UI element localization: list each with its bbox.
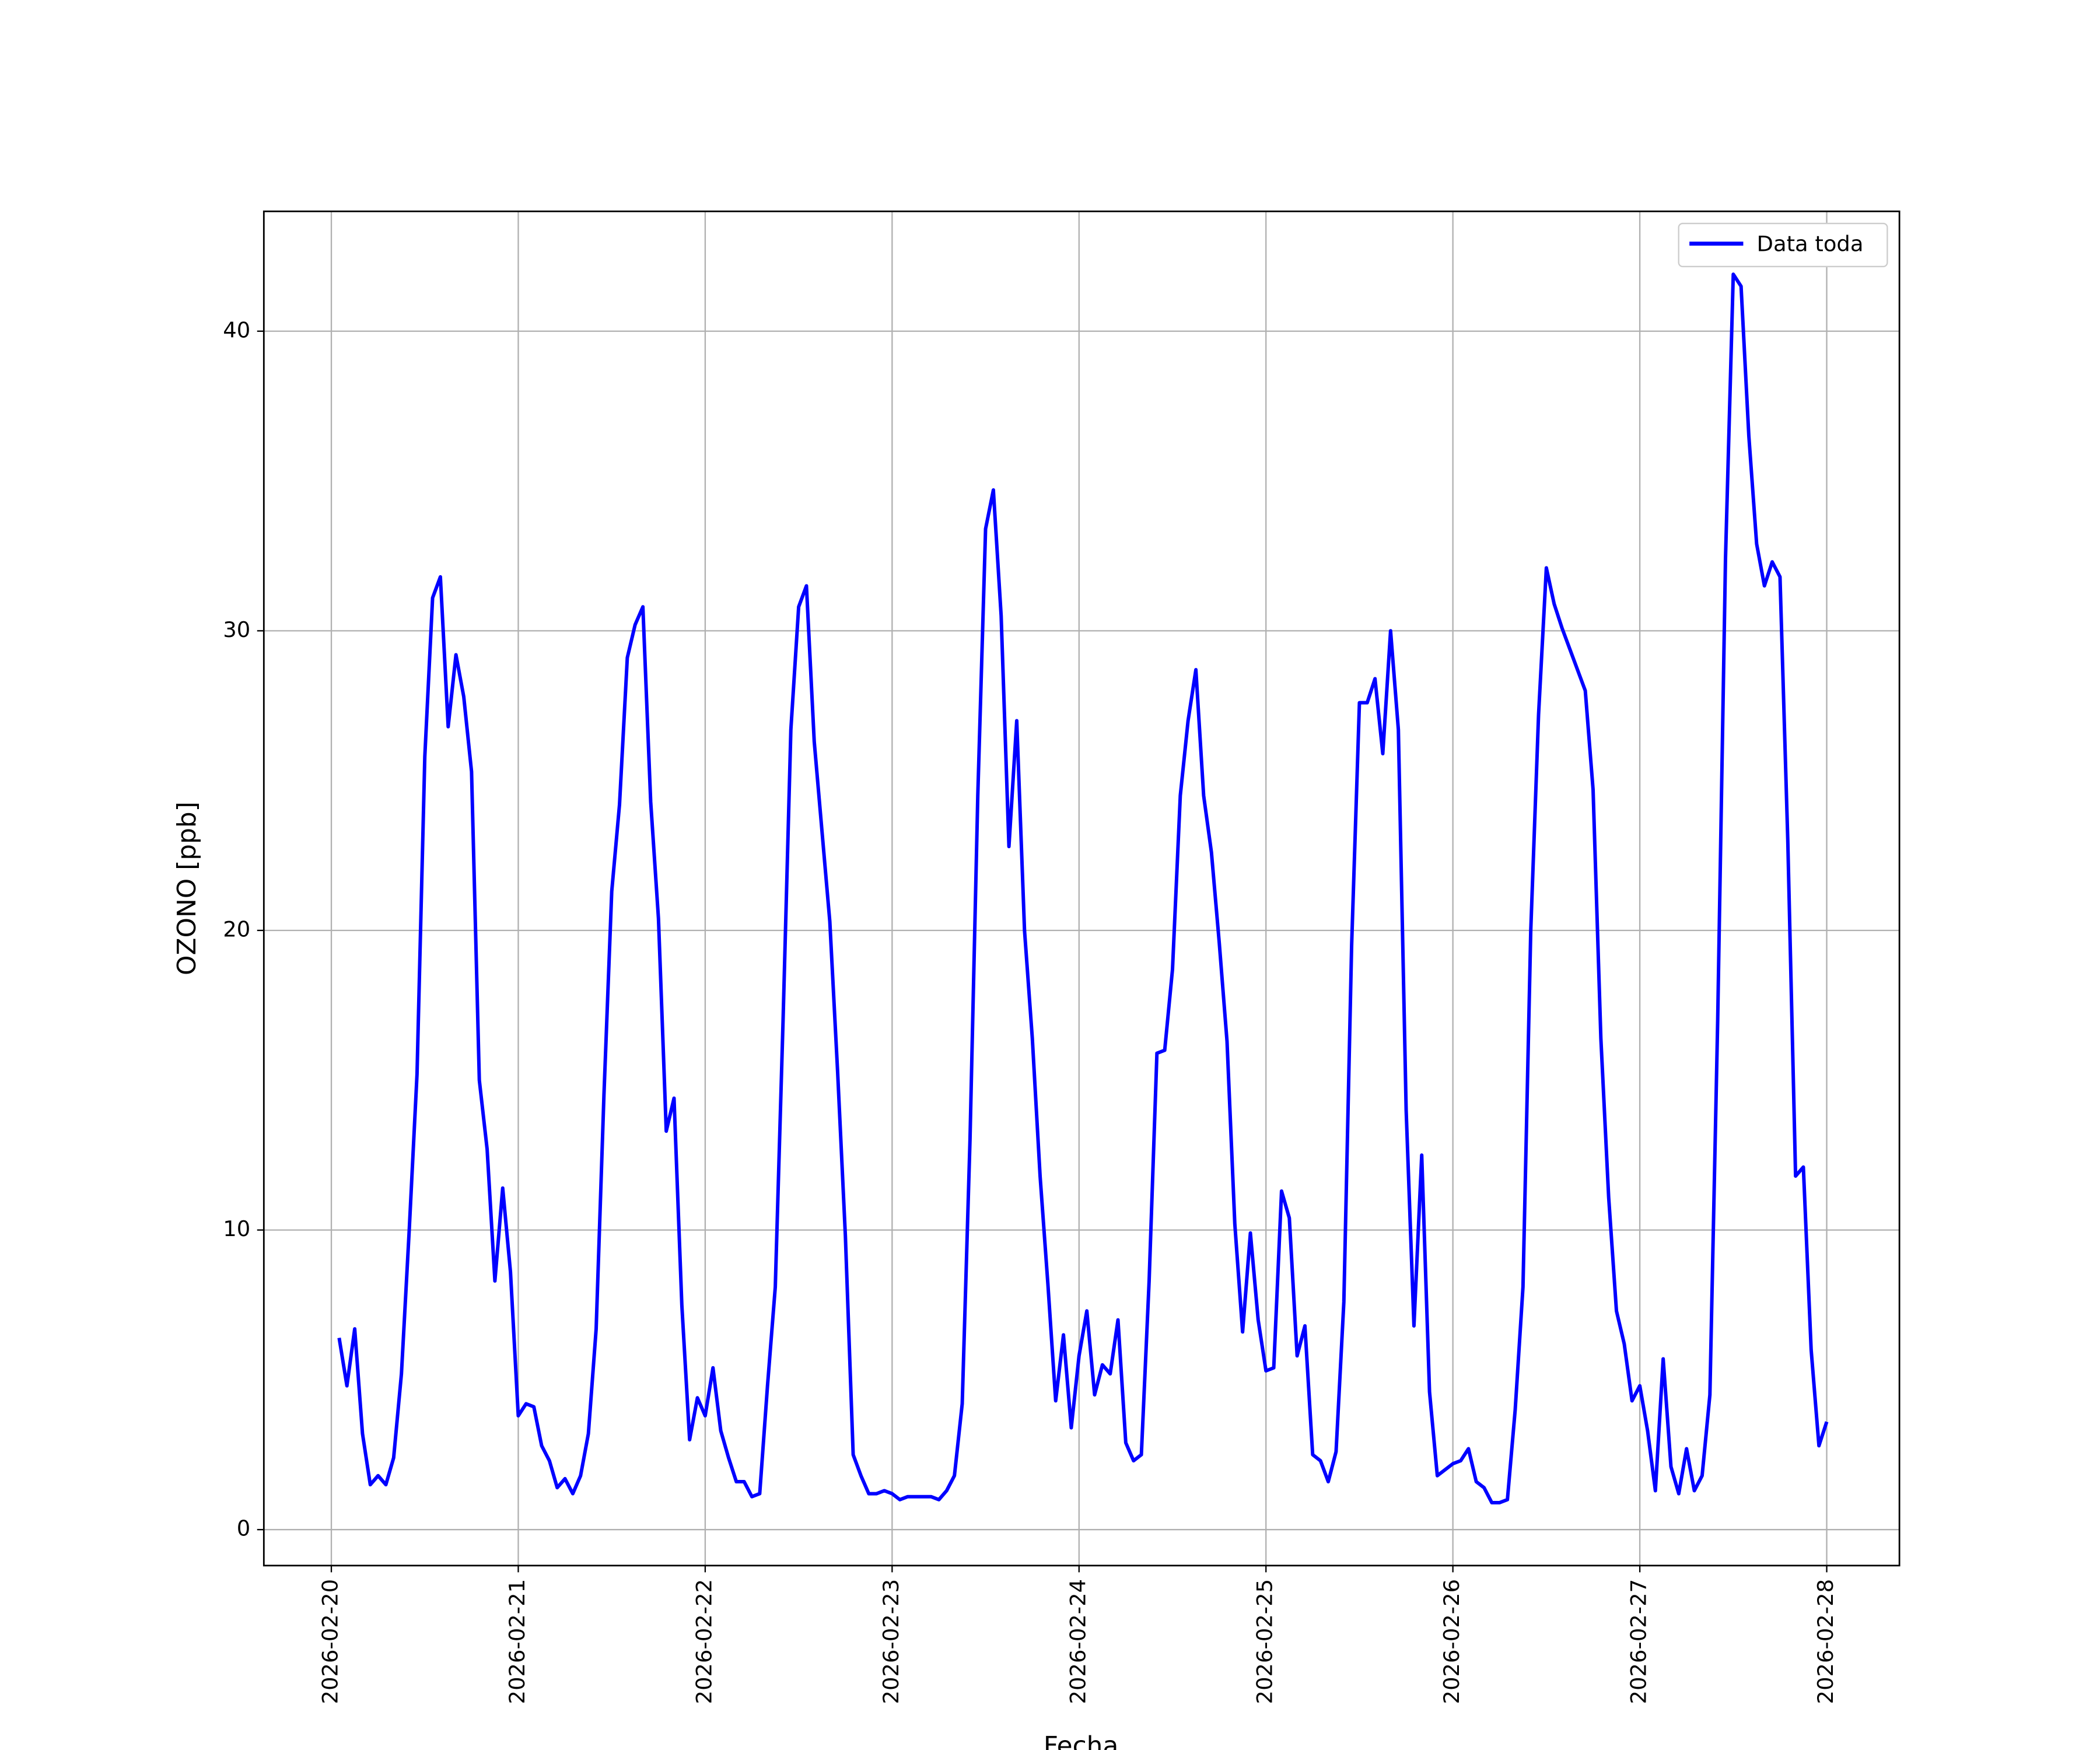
y-tick-label: 30 — [223, 617, 250, 642]
x-tick-label: 2026-02-27 — [1626, 1579, 1651, 1704]
x-tick-label: 2026-02-21 — [505, 1579, 530, 1704]
x-tick-label: 2026-02-22 — [691, 1579, 716, 1704]
x-tick-label: 2026-02-25 — [1252, 1579, 1278, 1704]
data-line — [337, 272, 1829, 1504]
plot-area — [337, 272, 1829, 1504]
x-tick-label: 2026-02-28 — [1813, 1579, 1838, 1704]
y-tick-label: 20 — [223, 916, 250, 942]
legend-box — [1678, 222, 1888, 268]
x-axis-label: Fecha — [1044, 1731, 1119, 1750]
legend-label: Data toda — [1757, 232, 1864, 257]
y-tick-label: 0 — [237, 1516, 250, 1541]
y-tick-label: 10 — [223, 1216, 250, 1241]
legend: Data toda — [1678, 222, 1888, 268]
y-axis-label: OZONO [ppb] — [172, 802, 202, 975]
x-tick-label: 2026-02-23 — [878, 1579, 904, 1704]
axes-frame — [262, 210, 1901, 1567]
grid — [264, 211, 1900, 1566]
y-tick-label: 40 — [223, 317, 250, 342]
x-tick-label: 2026-02-20 — [318, 1579, 343, 1704]
x-tick-label: 2026-02-24 — [1065, 1579, 1090, 1704]
x-tick-label: 2026-02-26 — [1439, 1579, 1464, 1704]
